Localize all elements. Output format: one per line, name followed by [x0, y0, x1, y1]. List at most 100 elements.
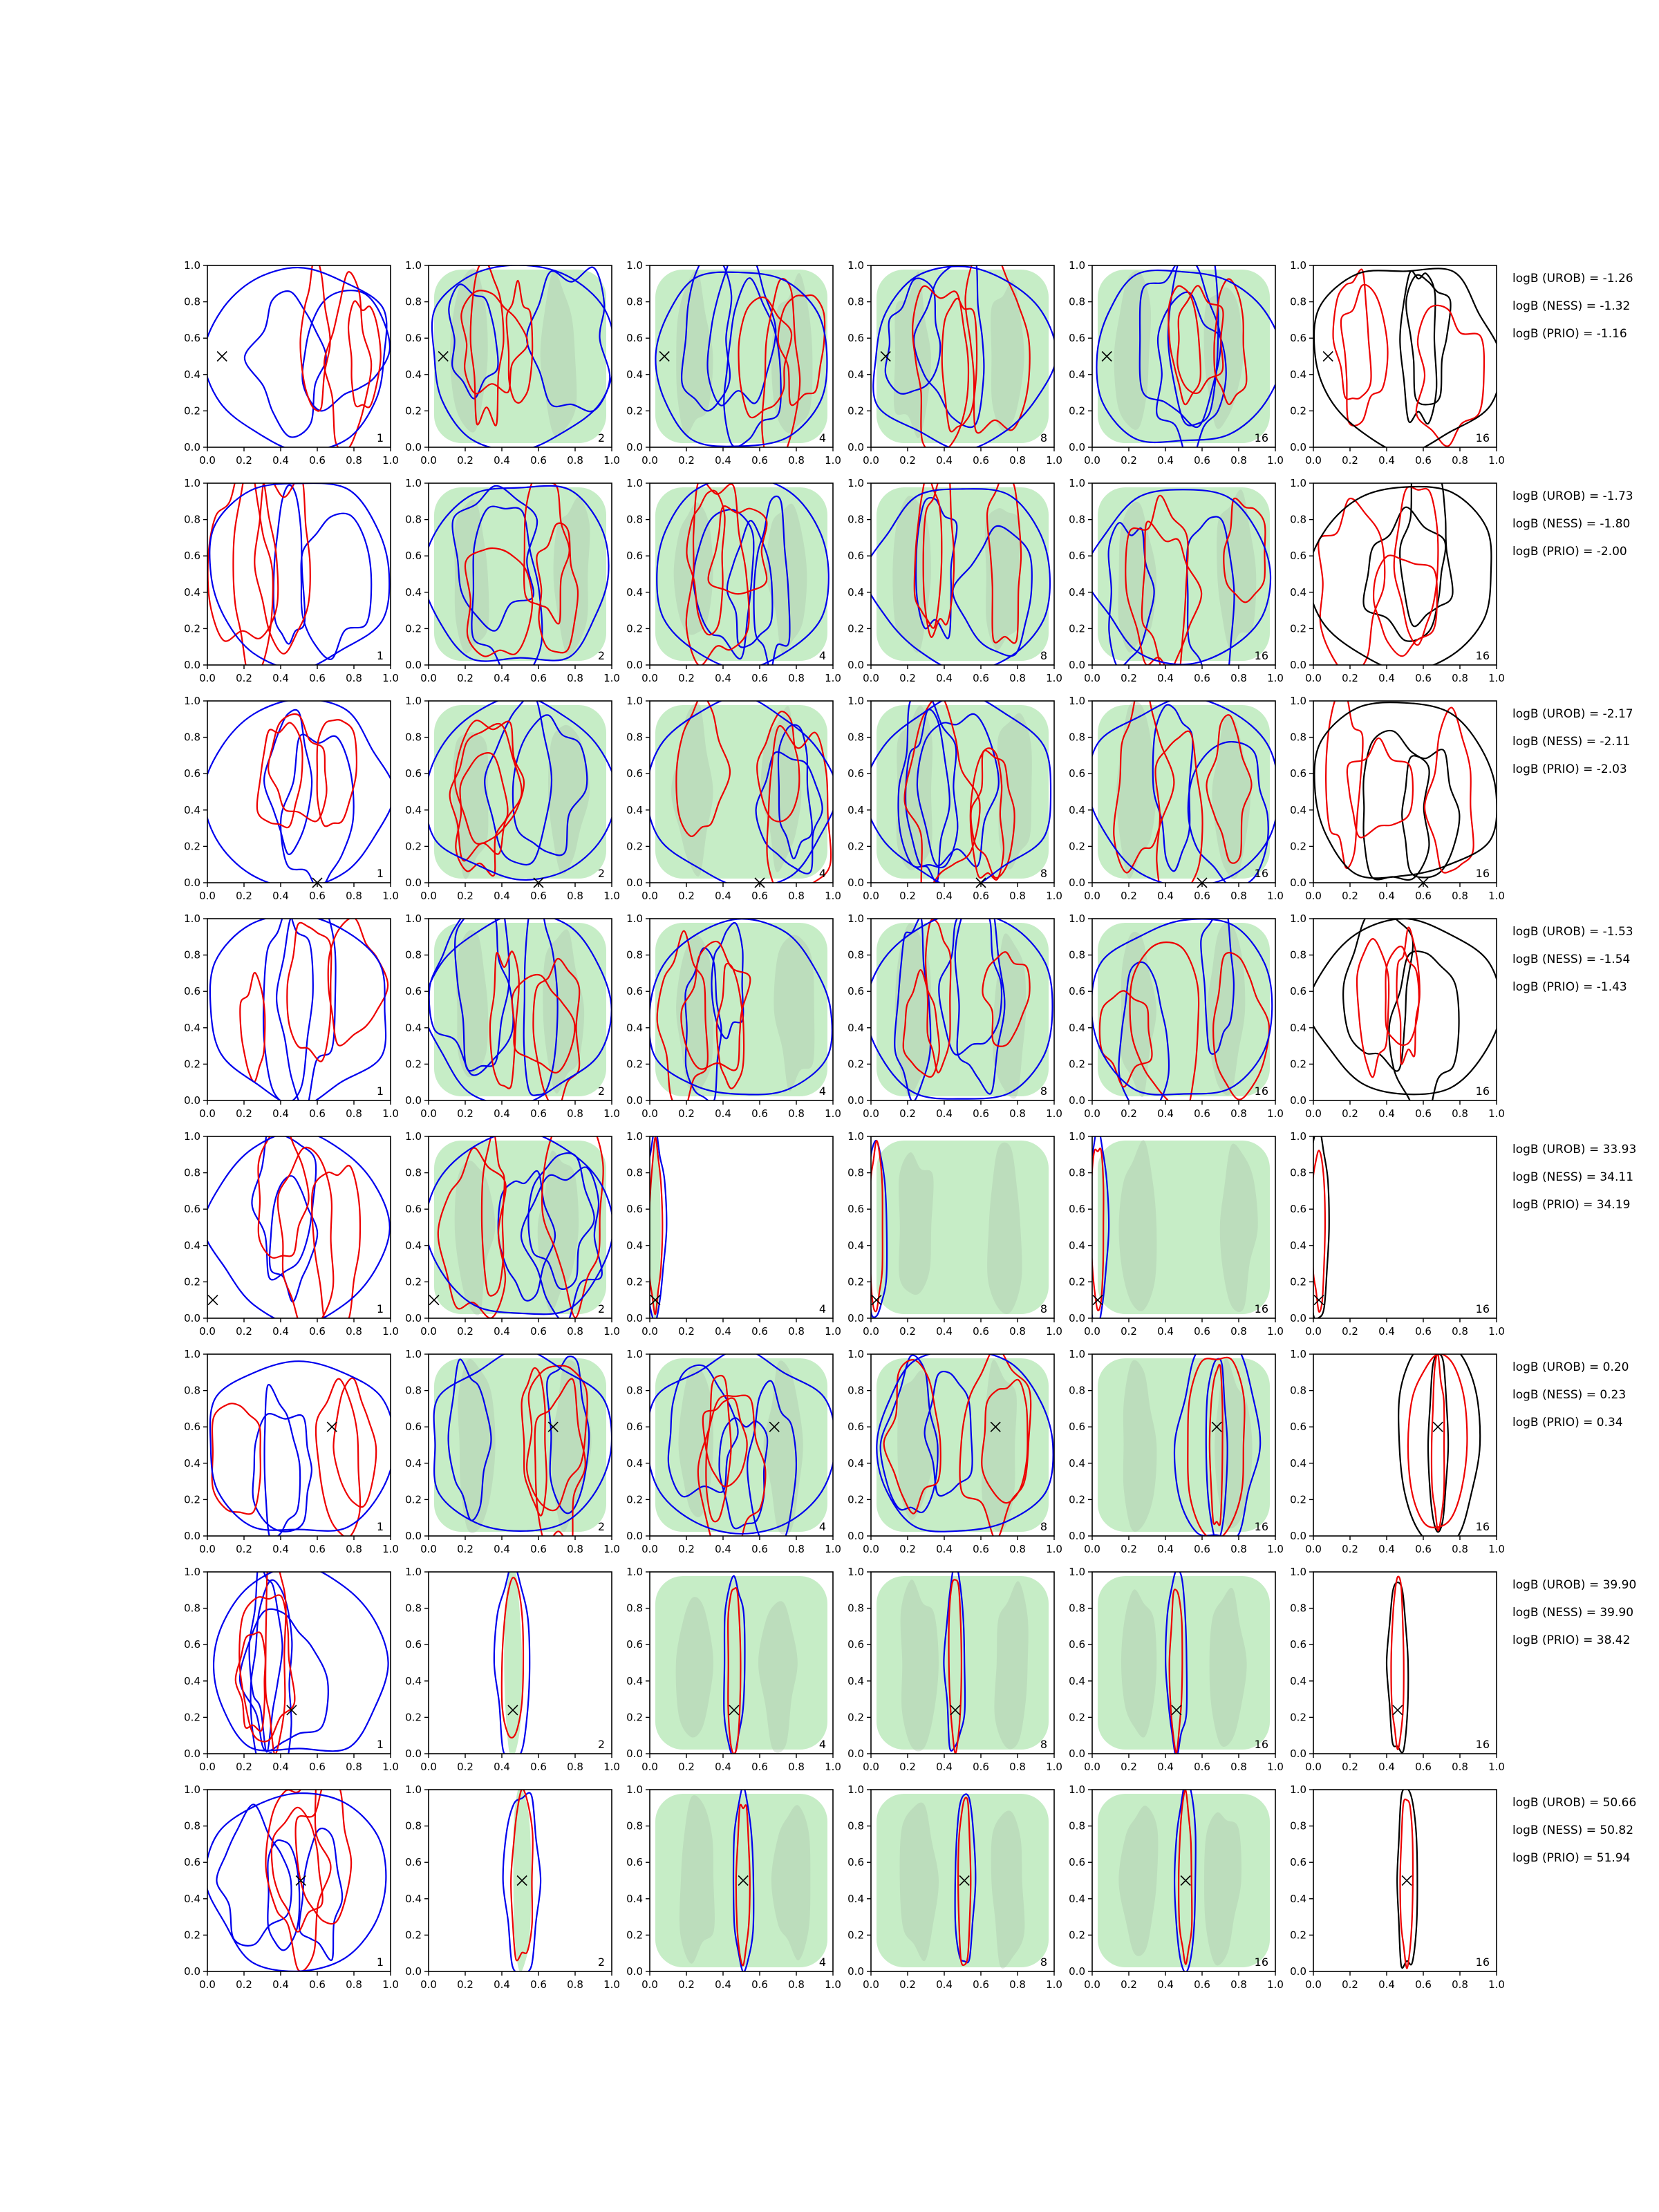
y-tick-label: 0.6 — [405, 1638, 422, 1651]
contour-panel: 0.00.0 0.2 0.2 0.4 0.4 0.6 0.6 0.8 0.8 1.0 1.0 4 — [626, 695, 841, 902]
x-tick-label: 1.0 — [1046, 890, 1062, 902]
y-tick-label: 0.8 — [405, 949, 422, 962]
x-tick-label: 0.2 — [457, 1325, 474, 1338]
contour-line — [455, 752, 509, 877]
axes-frame — [649, 700, 834, 883]
y-tick-label: 0.4 — [405, 1022, 422, 1034]
axes-frame — [207, 700, 391, 883]
y-tick-label: 0.4 — [405, 1675, 422, 1687]
y-tick-label: 0.2 — [1069, 840, 1085, 852]
y-tick-label: 0.6 — [1069, 1856, 1085, 1868]
y-tick-label: 0.0 — [847, 1312, 864, 1324]
y-tick-label: 1.0 — [184, 1783, 200, 1796]
y-tick-label: 0.8 — [1069, 1602, 1085, 1615]
contour-line — [248, 1572, 283, 1753]
y-tick-label: 1.0 — [1069, 477, 1085, 489]
density-shade — [434, 1358, 606, 1532]
x-tick-label: 0.6 — [751, 1107, 768, 1120]
figure-row-2: 0.00.00.20.20.40.40.60.60.80.81.01.010.0… — [184, 477, 1633, 684]
x-tick-label: 0.0 — [420, 890, 437, 902]
axes-frame — [1091, 700, 1276, 883]
true-value-marker — [738, 1875, 749, 1886]
y-tick-label: 0.2 — [1290, 1493, 1306, 1506]
x-tick-label: 0.0 — [1084, 1978, 1100, 1991]
y-tick-label: 0.2 — [626, 1929, 643, 1941]
y-tick-label: 0.6 — [847, 985, 864, 997]
contour-line — [922, 483, 955, 638]
logb-annotation: logB (UROB) = -1.26 — [1512, 272, 1633, 285]
x-tick-label: 0.0 — [1305, 890, 1322, 902]
y-tick-label: 0.6 — [1290, 1203, 1306, 1215]
contour-line — [913, 483, 943, 629]
x-tick-label: 0.0 — [199, 672, 216, 684]
y-tick-label: 0.4 — [1069, 368, 1085, 381]
contour-line — [686, 489, 726, 636]
contour-panel: 0.00.0 0.2 0.2 0.4 0.4 0.6 0.6 0.8 0.8 1.0 1.0 1 — [184, 1348, 399, 1555]
x-tick-label: 0.0 — [199, 1978, 216, 1991]
y-tick-label: 0.0 — [626, 1530, 643, 1542]
x-tick-label: 0.0 — [641, 890, 658, 902]
contour-line — [298, 1827, 344, 1961]
y-tick-label: 0.8 — [847, 731, 864, 744]
contour-line — [207, 701, 391, 883]
x-tick-label: 0.4 — [715, 1325, 731, 1338]
x-tick-label: 0.0 — [420, 1543, 437, 1555]
x-tick-label: 0.6 — [309, 454, 326, 467]
axes-frame — [649, 1789, 834, 1972]
contour-line — [705, 1374, 732, 1523]
x-tick-label: 0.2 — [899, 1107, 916, 1120]
x-tick-label: 0.2 — [236, 1978, 252, 1991]
contour-panel: 0.00.0 0.2 0.2 0.4 0.4 0.6 0.6 0.8 0.8 1.0 1.0 2 — [405, 1130, 620, 1338]
density-shade-core — [1204, 1812, 1241, 1966]
y-tick-label: 0.2 — [626, 1058, 643, 1070]
true-value-marker — [295, 1875, 306, 1886]
x-tick-label: 1.0 — [1046, 1543, 1062, 1555]
density-shade — [877, 270, 1049, 443]
contour-line — [267, 1839, 301, 1951]
contour-line — [1396, 926, 1421, 1065]
contour-panel: 0.00.0 0.2 0.2 0.4 0.4 0.6 0.6 0.8 0.8 1.0 1.0 8 — [847, 1130, 1062, 1338]
y-tick-label: 0.4 — [1290, 1022, 1306, 1034]
y-tick-label: 0.4 — [1290, 804, 1306, 816]
contour-line — [454, 919, 510, 1072]
density-shade-core — [892, 496, 931, 653]
x-tick-label: 0.6 — [1194, 1761, 1210, 1773]
contour-line — [1098, 990, 1153, 1088]
x-tick-label: 0.4 — [494, 1978, 510, 1991]
x-tick-label: 0.4 — [1157, 1325, 1174, 1338]
y-tick-label: 0.2 — [405, 622, 422, 635]
x-tick-label: 0.2 — [678, 1543, 695, 1555]
contour-line — [924, 1370, 973, 1497]
density-shade-core — [994, 1581, 1029, 1750]
axes-frame — [870, 700, 1055, 883]
axes-frame — [207, 265, 391, 448]
x-tick-label: 1.0 — [603, 890, 620, 902]
contour-line — [656, 930, 709, 1100]
density-shade-core — [543, 929, 585, 1094]
y-tick-label: 0.8 — [405, 296, 422, 308]
y-tick-label: 0.2 — [1069, 1493, 1085, 1506]
x-tick-label: 0.0 — [420, 1107, 437, 1120]
contour-panel: 0.00.0 0.2 0.2 0.4 0.4 0.6 0.6 0.8 0.8 1.0 1.0 8 — [847, 1566, 1062, 1773]
true-value-marker — [312, 877, 323, 888]
x-tick-label: 0.4 — [1157, 1107, 1174, 1120]
y-tick-label: 0.0 — [626, 441, 643, 453]
contour-line — [272, 484, 306, 645]
x-tick-label: 0.6 — [973, 1543, 989, 1555]
y-tick-label: 0.0 — [405, 659, 422, 671]
contour-panel: 0.00.0 0.2 0.2 0.4 0.4 0.6 0.6 0.8 0.8 1.0 1.0 16 — [1290, 477, 1505, 684]
x-tick-label: 0.4 — [936, 1325, 953, 1338]
axes-frame — [1091, 1353, 1276, 1537]
x-tick-label: 1.0 — [825, 890, 841, 902]
x-tick-label: 0.4 — [272, 1543, 289, 1555]
x-tick-label: 1.0 — [1267, 1107, 1284, 1120]
y-tick-label: 0.6 — [1290, 985, 1306, 997]
density-shade — [434, 705, 606, 879]
x-tick-label: 0.6 — [309, 1978, 326, 1991]
x-tick-label: 1.0 — [1488, 1761, 1505, 1773]
x-tick-label: 0.4 — [272, 1107, 289, 1120]
true-value-marker — [1313, 1295, 1324, 1306]
contour-line — [959, 1354, 1032, 1536]
y-tick-label: 0.4 — [1290, 1457, 1306, 1470]
contour-line — [707, 505, 768, 595]
